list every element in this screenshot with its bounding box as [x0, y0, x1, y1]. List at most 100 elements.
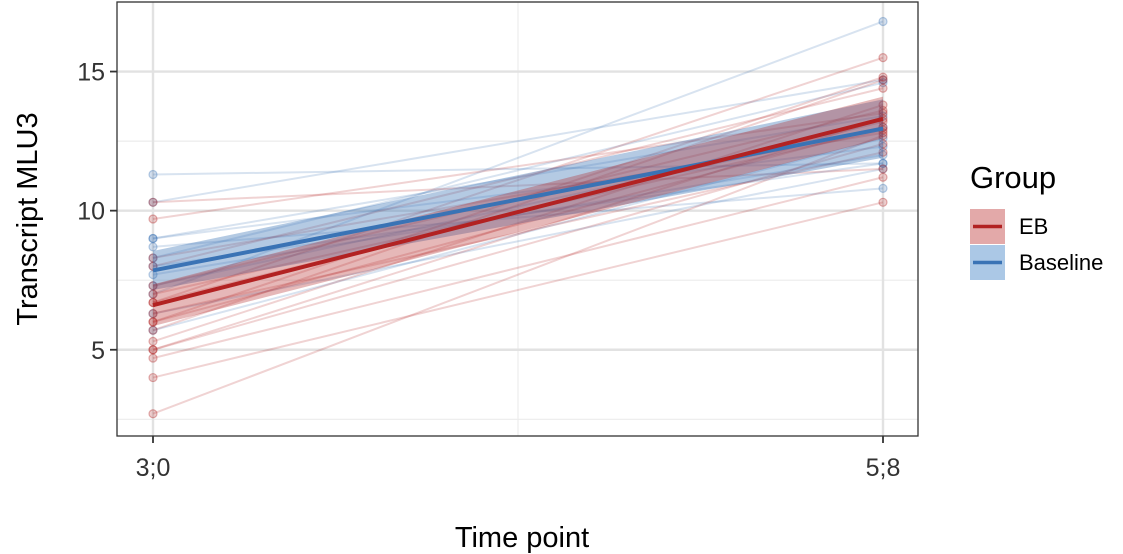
trajectory-line-eb [152, 151, 884, 315]
data-point-baseline [878, 183, 888, 193]
data-point-eb [878, 139, 888, 149]
trajectory-line-eb [152, 117, 884, 351]
data-point-baseline [878, 75, 888, 85]
trajectory-line-baseline [152, 187, 884, 248]
data-point-eb [878, 164, 888, 174]
data-point-eb [148, 289, 158, 299]
x-axis-title: Time point [455, 522, 589, 554]
legend-label-eb: EB [1019, 214, 1048, 239]
trajectory-line-baseline [152, 154, 884, 276]
trajectory-baseline [148, 142, 888, 244]
data-point-eb [878, 75, 888, 85]
data-point-baseline [148, 270, 158, 280]
trajectory-line-baseline [152, 162, 884, 176]
data-point-eb [878, 83, 888, 93]
trajectory-line-baseline [152, 167, 884, 315]
legend-entry-eb: EB [970, 209, 1048, 244]
data-point-eb [148, 345, 158, 355]
trajectory-baseline [148, 133, 888, 335]
trajectory-eb [148, 164, 888, 207]
data-point-baseline [148, 308, 158, 319]
trajectory-eb [148, 122, 888, 327]
data-point-baseline [148, 233, 158, 244]
data-point-eb [148, 409, 158, 419]
data-point-eb [878, 147, 888, 157]
data-point-baseline [878, 150, 888, 160]
trajectory-baseline [148, 183, 888, 252]
legend-title: Group [970, 160, 1056, 195]
data-point-baseline [148, 169, 158, 180]
trajectory-eb [148, 139, 888, 355]
data-point-baseline [148, 242, 158, 252]
data-point-baseline [148, 233, 158, 244]
data-point-eb [148, 345, 158, 355]
plot-panel-border [116, 1, 919, 437]
trend-line-baseline [152, 126, 884, 273]
y-tick-label: 10 [77, 198, 105, 226]
data-point-eb [878, 130, 888, 141]
trajectory-line-eb [152, 134, 884, 415]
legend: Group EB Baseline [970, 160, 1103, 280]
data-point-baseline [878, 142, 888, 152]
data-point-eb [878, 108, 888, 118]
data-point-baseline [148, 325, 158, 335]
x-tick-label: 5;8 [866, 454, 901, 482]
data-point-baseline [878, 78, 888, 88]
data-point-eb [148, 253, 158, 263]
data-point-eb [148, 308, 158, 319]
trajectory-eb [148, 100, 888, 347]
trajectory-line-baseline [152, 162, 884, 268]
data-point-eb [148, 317, 158, 327]
data-point-baseline [878, 16, 888, 27]
trajectory-line-eb [152, 112, 884, 220]
trajectory-line-baseline [152, 115, 884, 240]
trajectory-eb [148, 130, 888, 419]
data-point-baseline [148, 281, 158, 291]
data-point-eb [148, 336, 158, 347]
trajectory-baseline [148, 164, 888, 319]
trajectory-line-baseline [152, 78, 884, 204]
x-tick-label: 3;0 [136, 454, 171, 482]
data-point-eb [148, 353, 158, 363]
axes: 5 10 15 3;0 5;8 [77, 59, 900, 482]
trajectory-eb [148, 108, 888, 224]
data-point-baseline [148, 289, 158, 299]
trajectory-eb [148, 147, 888, 319]
trajectory-eb [148, 172, 888, 363]
data-point-baseline [878, 164, 888, 174]
data-point-eb [148, 325, 158, 335]
data-point-eb [148, 197, 158, 207]
trajectory-line-eb [152, 201, 884, 379]
trajectory-line-eb [152, 167, 884, 204]
data-point-baseline [878, 158, 888, 168]
trajectory-line-eb [152, 103, 884, 343]
individual-trajectories [148, 16, 888, 419]
trajectory-line-baseline [152, 145, 884, 240]
legend-label-baseline: Baseline [1019, 250, 1103, 275]
trajectory-baseline [148, 75, 888, 207]
trajectory-line-eb [152, 142, 884, 351]
data-point-eb [148, 317, 158, 327]
group-trend-lines [152, 116, 884, 308]
data-point-eb [148, 372, 158, 383]
data-point-eb [148, 214, 158, 224]
data-point-eb [878, 172, 888, 182]
y-tick-label: 15 [77, 59, 105, 87]
trend-line-eb [152, 116, 884, 308]
trajectory-line-eb [152, 176, 884, 360]
y-axis-title: Transcript MLU3 [12, 112, 44, 325]
data-point-baseline [148, 253, 158, 263]
trajectory-baseline [148, 158, 888, 180]
trajectory-line-eb [152, 56, 884, 304]
confidence-band-baseline [153, 99, 883, 290]
trajectory-line-eb [152, 126, 884, 323]
data-point-eb [878, 197, 888, 207]
trajectory-baseline [148, 111, 888, 244]
data-point-baseline [878, 158, 888, 168]
trajectory-baseline [148, 150, 888, 280]
trajectory-eb [148, 75, 888, 335]
trajectory-line-eb [152, 78, 884, 332]
trajectory-line-baseline [152, 81, 884, 259]
